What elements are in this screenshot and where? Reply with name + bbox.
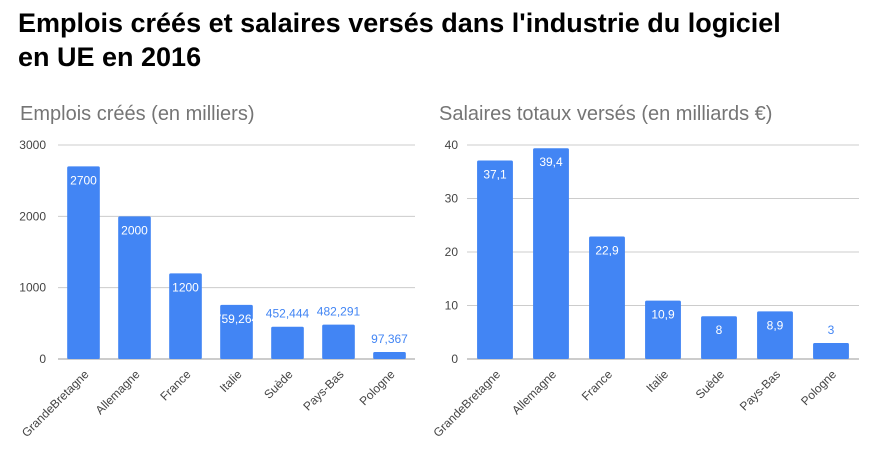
jobs-bar [322, 324, 355, 359]
jobs-x-tick-label: GrandeBretagne [19, 367, 92, 440]
salaries-y-tick-label: 40 [445, 138, 459, 152]
salaries-x-tick-label: Suède [693, 367, 728, 402]
salaries-bar [533, 148, 569, 359]
salaries-x-tick-label: GrandeBretagne [430, 367, 503, 440]
jobs-bar [67, 166, 100, 359]
salaries-bar [701, 316, 737, 359]
jobs-data-label: 452,444 [266, 307, 310, 321]
jobs-y-tick-label: 2000 [19, 209, 46, 223]
jobs-chart-title: Emplois créés (en milliers) [20, 103, 255, 125]
salaries-data-label: 3 [828, 323, 835, 337]
jobs-bar [169, 273, 202, 359]
salaries-x-tick-label: Pays-Bas [737, 367, 783, 413]
jobs-x-tick-label: Suède [261, 367, 296, 402]
page-title-line-1: Emplois créés et salaires versés dans l'… [18, 8, 781, 38]
salaries-y-tick-label: 30 [445, 192, 459, 206]
salaries-bar [813, 342, 849, 359]
salaries-data-label: 8,9 [767, 318, 784, 332]
jobs-data-label: 482,291 [317, 305, 361, 319]
salaries-chart-title: Salaires totaux versés (en milliards €) [439, 103, 772, 125]
salaries-data-label: 39,4 [539, 155, 563, 169]
jobs-data-label: 2000 [121, 223, 148, 237]
jobs-data-label: 1200 [172, 280, 199, 294]
salaries-data-label: 8 [716, 323, 723, 337]
salaries-y-tick-label: 20 [445, 245, 459, 259]
jobs-x-tick-label: Pologne [357, 367, 398, 408]
salaries-chart: Salaires totaux versés (en milliards €) 0… [430, 103, 859, 440]
jobs-bar [271, 326, 304, 359]
jobs-y-tick-label: 1000 [19, 281, 46, 295]
jobs-x-tick-label: Allemagne [93, 367, 143, 417]
salaries-y-tick-label: 0 [451, 352, 458, 366]
jobs-chart: Emplois créés (en milliers) 0 1000 2000 3000… [19, 103, 415, 440]
jobs-x-tick-label: Italie [217, 367, 245, 395]
jobs-y-tick-label: 3000 [19, 138, 46, 152]
jobs-data-label: 2700 [70, 173, 97, 187]
salaries-x-tick-label: Pologne [798, 367, 839, 408]
salaries-bar [477, 160, 513, 359]
salaries-bar [645, 300, 681, 359]
salaries-x-tick-label: Italie [643, 367, 671, 395]
salaries-bar [589, 236, 625, 359]
salaries-data-label: 22,9 [595, 243, 619, 257]
jobs-x-tick-label: Pays-Bas [300, 367, 346, 413]
salaries-bar [757, 311, 793, 359]
jobs-bar [118, 216, 151, 359]
jobs-x-tick-label: France [157, 367, 194, 404]
page-title: Emplois créés et salaires versés dans l'… [18, 6, 781, 74]
jobs-y-tick-label: 0 [39, 352, 46, 366]
salaries-x-tick-label: France [579, 367, 616, 404]
page-title-line-2: en UE en 2016 [18, 42, 202, 72]
jobs-data-label: 97,367 [371, 332, 408, 346]
jobs-bar [373, 352, 406, 359]
jobs-bar [220, 304, 253, 359]
salaries-y-tick-label: 10 [445, 299, 459, 313]
jobs-data-label: 759,264 [215, 312, 259, 326]
salaries-data-label: 37,1 [483, 168, 507, 182]
salaries-x-tick-label: Allemagne [509, 367, 559, 417]
salaries-data-label: 10,9 [651, 308, 675, 322]
